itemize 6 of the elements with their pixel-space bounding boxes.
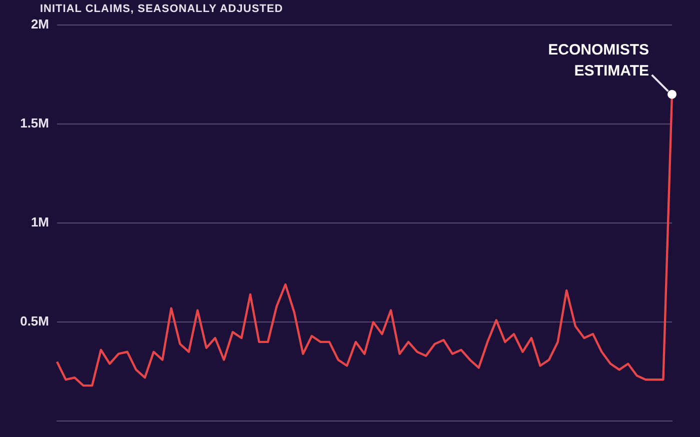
- y-tick-label: 1M: [30, 214, 49, 230]
- y-tick-label: 0.5M: [20, 314, 49, 329]
- y-tick-label: 1.5M: [20, 116, 49, 131]
- y-tick-label: 2M: [30, 16, 49, 32]
- chart-subtitle: INITIAL CLAIMS, SEASONALLY ADJUSTED: [40, 3, 284, 15]
- annotation: ECONOMISTS ESTIMATE: [548, 41, 649, 80]
